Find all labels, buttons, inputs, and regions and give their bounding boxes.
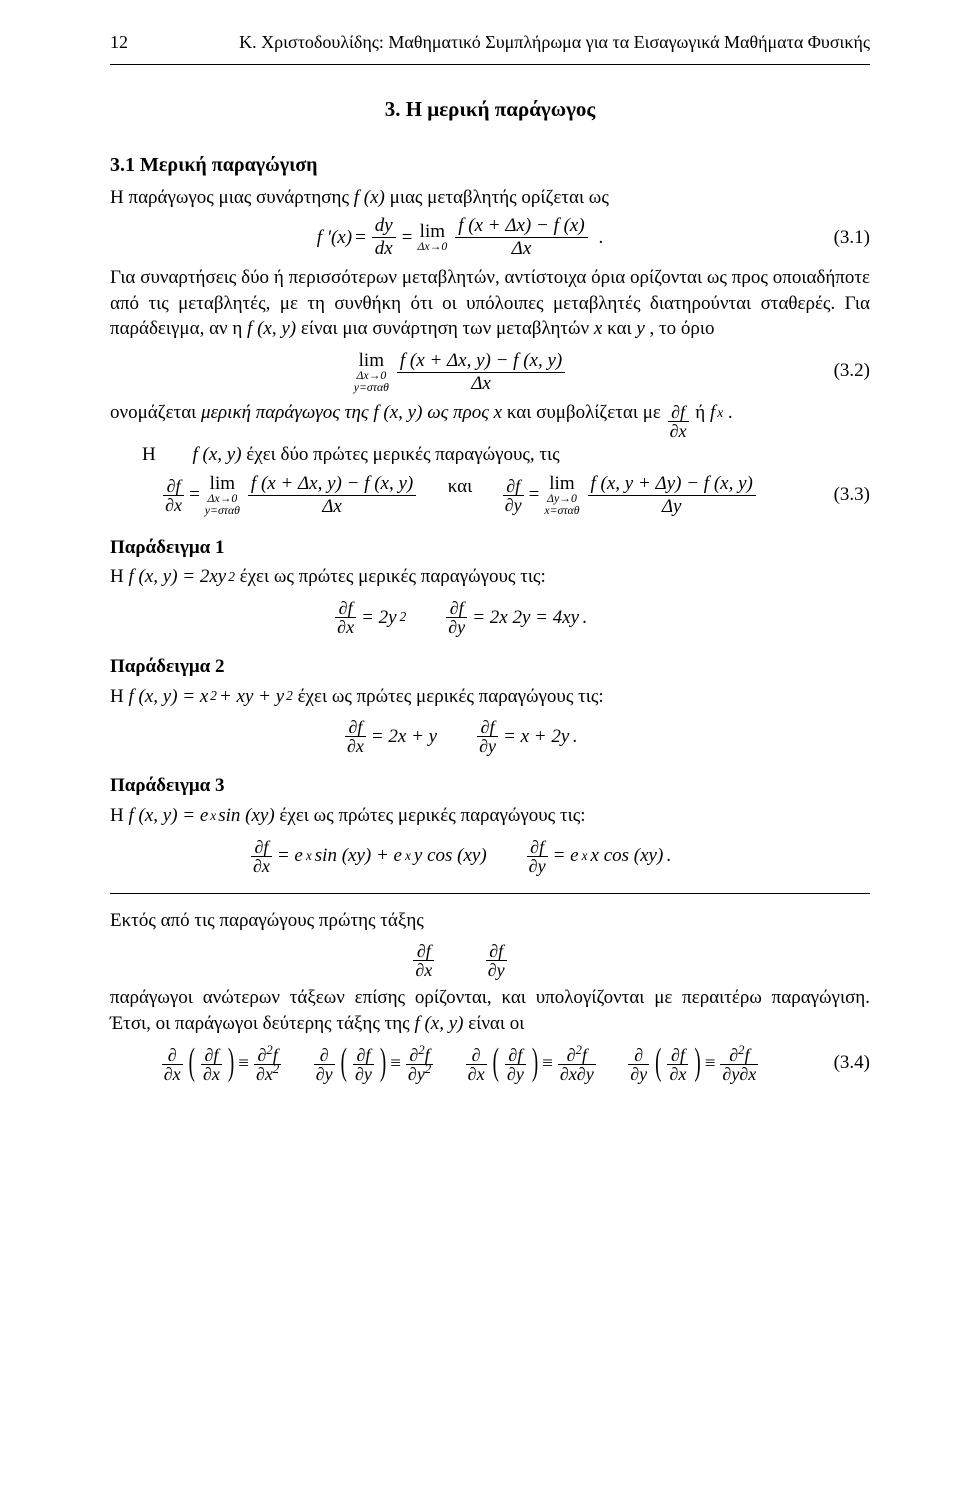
example-1-eq: ∂f ∂x = 2y2 ∂f ∂y = 2x 2y = 4xy . [110, 596, 870, 636]
example-3-title: Παράδειγμα 3 [110, 773, 870, 799]
eq-number-3-2: (3.2) [810, 358, 870, 384]
eq-number-3-4: (3.4) [810, 1050, 870, 1076]
para-2: Για συναρτήσεις δύο ή περισσότερων μεταβ… [110, 265, 870, 342]
equation-3-4: ∂ ∂x ( ∂f ∂x ) ≡ ∂2f ∂x2 ∂ [110, 1043, 870, 1083]
example-rule [110, 893, 870, 894]
eq-number-3-3: (3.3) [810, 482, 870, 508]
inline-fx: f (x) [354, 185, 385, 211]
example-2-line: Η f (x, y) = x2 + xy + y2 έχει ως πρώτες… [110, 684, 870, 710]
chapter-title: 3. Η μερική παράγωγος [110, 95, 870, 123]
example-1-title: Παράδειγμα 1 [110, 535, 870, 561]
eq-number-3-1: (3.1) [810, 225, 870, 251]
equation-3-2: lim Δx→0 y=σταθ f (x + Δx, y) − f (x, y)… [110, 348, 870, 394]
running-title: Κ. Χριστοδουλίδης: Μαθηματικό Συμπλήρωμα… [239, 30, 870, 54]
equation-3-1: f ′(x) = dy dx = lim Δx→0 f (x + Δx) − f… [110, 216, 870, 259]
para-6: παράγωγοι ανώτερων τάξεων επίσης ορίζοντ… [110, 985, 870, 1036]
section-title: 3.1 Μερική παραγώγιση [110, 152, 870, 179]
example-2-eq: ∂f ∂x = 2x + y ∂f ∂y = x + 2y . [110, 715, 870, 755]
running-header: 12 Κ. Χριστοδουλίδης: Μαθηματικό Συμπλήρ… [110, 30, 870, 54]
example-2-title: Παράδειγμα 2 [110, 654, 870, 680]
header-rule [110, 64, 870, 65]
example-1-line: Η f (x, y) = 2xy2 έχει ως πρώτες μερικές… [110, 564, 870, 590]
example-3-line: Η f (x, y) = ex sin (xy) έχει ως πρώτες … [110, 803, 870, 829]
first-order-eq: ∂f ∂x ∂f ∂y [110, 939, 870, 979]
page-number: 12 [110, 30, 128, 54]
page: 12 Κ. Χριστοδουλίδης: Μαθηματικό Συμπλήρ… [0, 0, 960, 1506]
para-3: ονομάζεται μερική παράγωγος της f (x, y)… [110, 400, 870, 440]
para-4: Η f (x, y) έχει δύο πρώτες μερικές παραγ… [110, 442, 870, 468]
para-1: Η παράγωγος μιας συνάρτησης f (x) μιας μ… [110, 185, 870, 211]
equation-3-3: ∂f ∂x = lim Δx→0 y=σταθ f (x + Δx, y) − … [110, 474, 870, 517]
para-5: Εκτός από τις παραγώγους πρώτης τάξης [110, 908, 870, 934]
example-3-eq: ∂f ∂x = ex sin (xy) + ex y cos (xy) ∂f ∂… [110, 835, 870, 875]
